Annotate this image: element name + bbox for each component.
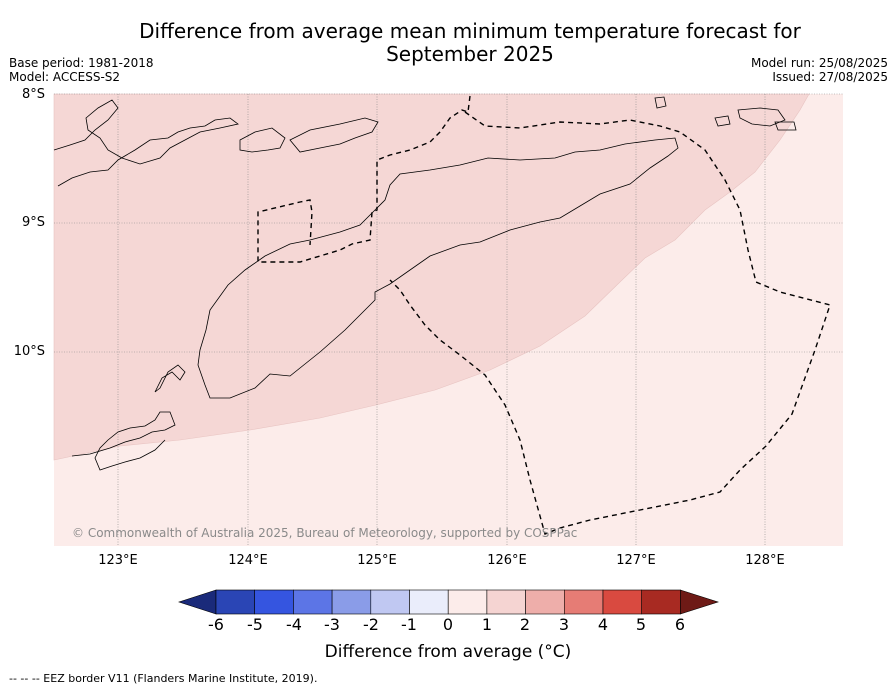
colorbar-swatch: [409, 589, 449, 615]
colorbar-swatch: [254, 589, 294, 615]
lon-label-126e: 126°E: [487, 553, 527, 568]
issued-date: Issued: 27/08/2025: [772, 70, 888, 84]
colorbar-swatch: [293, 589, 333, 615]
lon-label-124e: 124°E: [228, 553, 268, 568]
colorbar-swatch: [486, 589, 526, 615]
title-line-1: Difference from average mean minimum tem…: [139, 19, 801, 43]
colorbar-swatch: [602, 589, 643, 615]
model-run: Model run: 25/08/2025: [750, 56, 888, 70]
cbar-tick-m5: -5: [247, 615, 263, 634]
anomaly-zone-1-2: [53, 93, 810, 461]
lon-label-128e: 128°E: [745, 553, 785, 568]
cbar-tick-1: 1: [481, 615, 493, 634]
flores-island-coast: [53, 99, 239, 187]
cbar-tick-m3: -3: [324, 615, 340, 634]
lat-label-9s: 9°S: [21, 215, 45, 230]
cbar-tick-m4: -4: [286, 615, 302, 634]
colorbar-extend-low: [178, 589, 217, 615]
eez-footnote: -- -- -- EEZ border V11 (Flanders Marine…: [9, 672, 318, 685]
small-islet-2: [774, 121, 797, 131]
colorbar-swatch: [641, 589, 681, 615]
lat-label-8s: 8°S: [21, 87, 45, 102]
lat-gridlines: [54, 93, 843, 353]
eastern-islets-coast: [737, 107, 786, 127]
wetar-island-coast: [289, 117, 379, 153]
colorbar-swatch: [447, 589, 488, 615]
cbar-tick-m6: -6: [208, 615, 224, 634]
colorbar-extend-high: [680, 589, 719, 615]
meta-left: Base period: 1981-2018 Model: ACCESS-S2: [9, 56, 154, 84]
cbar-tick-5: 5: [635, 615, 647, 634]
map-title: Difference from average mean minimum tem…: [90, 20, 850, 66]
lon-gridlines: [117, 94, 766, 546]
alor-island-coast: [239, 127, 286, 153]
model-name: Model: ACCESS-S2: [9, 70, 121, 84]
colorbar-swatches: [178, 589, 719, 615]
meta-right: Model run: 25/08/2025 Issued: 27/08/2025: [751, 56, 888, 84]
cbar-tick-2: 2: [519, 615, 531, 634]
title-line-2: September 2025: [386, 42, 554, 66]
colorbar-swatch: [331, 589, 372, 615]
lon-label-123e: 123°E: [98, 553, 138, 568]
cbar-tick-m2: -2: [363, 615, 379, 634]
lon-label-125e: 125°E: [357, 553, 397, 568]
colorbar-label: Difference from average (°C): [324, 642, 572, 662]
copyright-notice: © Commonwealth of Australia 2025, Bureau…: [72, 526, 578, 540]
eez-borders: [257, 95, 831, 535]
cbar-tick-m1: -1: [401, 615, 417, 634]
cbar-tick-3: 3: [558, 615, 570, 634]
colorbar-swatch: [563, 589, 604, 615]
sumba-island-coast: [71, 411, 176, 471]
lon-label-127e: 127°E: [616, 553, 656, 568]
small-islet-1: [654, 96, 667, 109]
base-period: Base period: 1981-2018: [9, 56, 154, 70]
colorbar-swatch: [525, 589, 565, 615]
cbar-tick-0: 0: [442, 615, 454, 634]
lat-label-10s: 10°S: [13, 344, 45, 359]
eez-border-main: [257, 95, 831, 535]
rote-island-coast: [154, 364, 186, 393]
small-islet-3: [714, 115, 731, 127]
colorbar-swatch: [370, 589, 410, 615]
cbar-tick-6: 6: [674, 615, 686, 634]
cbar-tick-4: 4: [597, 615, 609, 634]
colorbar-swatch: [215, 589, 256, 615]
